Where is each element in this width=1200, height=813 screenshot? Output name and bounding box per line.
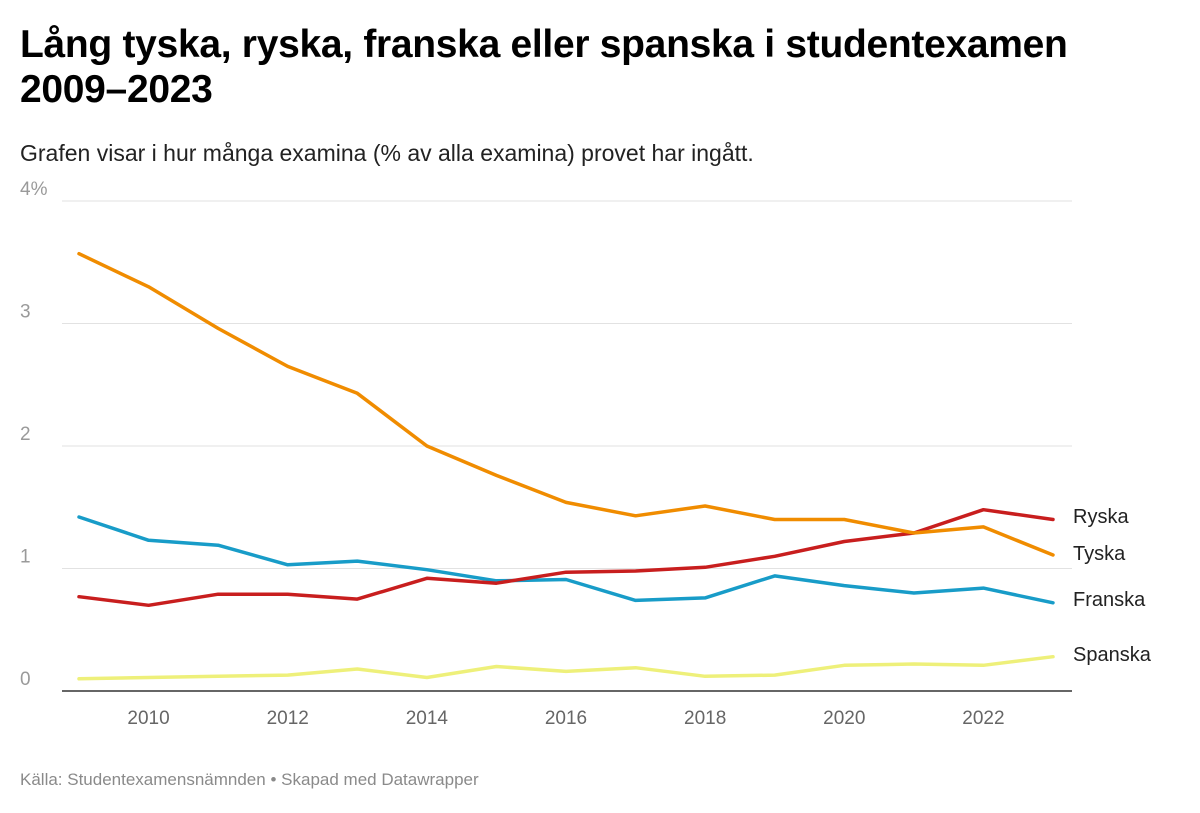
credit-text: Skapad med Datawrapper: [281, 770, 479, 789]
y-tick-label: 3: [20, 302, 31, 323]
series-line-franska: [77, 515, 1055, 605]
x-tick-label: 2022: [962, 708, 1004, 729]
chart-subtitle: Grafen visar i hur många examina (% av a…: [20, 140, 754, 166]
y-tick-label: 0: [20, 669, 31, 690]
label-layer: Tyska Ryska Franska Spanska: [1073, 506, 1152, 666]
series-label-franska: Franska: [1073, 589, 1146, 611]
x-tick-label: 2014: [406, 708, 449, 729]
x-tick-label: 2020: [823, 708, 865, 729]
series-line-spanska: [77, 654, 1055, 681]
footer-separator: •: [270, 770, 277, 789]
x-tick-label: 2016: [545, 708, 587, 729]
x-tick-label: 2012: [267, 708, 309, 729]
chart-title: Lång tyska, ryska, franska eller spanska…: [20, 23, 1068, 111]
x-tick-label: 2018: [684, 708, 726, 729]
y-tick-label: 1: [20, 547, 31, 568]
series-line-ryska: [77, 507, 1055, 608]
y-tick-label: 4%: [20, 179, 48, 200]
series-label-tyska: Tyska: [1073, 543, 1126, 565]
series-label-ryska: Ryska: [1073, 506, 1129, 528]
source-text: Källa: Studentexamensnämnden: [20, 770, 266, 789]
series-line-tyska: [77, 251, 1055, 557]
series-label-spanska: Spanska: [1073, 644, 1152, 666]
x-tick-label: 2010: [127, 708, 169, 729]
y-tick-label: 2: [20, 424, 31, 445]
series-layer: [77, 251, 1055, 681]
footer: Källa: Studentexamensnämnden • Skapad me…: [20, 770, 479, 790]
grid-layer: 0 1 2 3 4% 2010 2012 2014 2016 2018 2020 2022: [20, 179, 1072, 729]
